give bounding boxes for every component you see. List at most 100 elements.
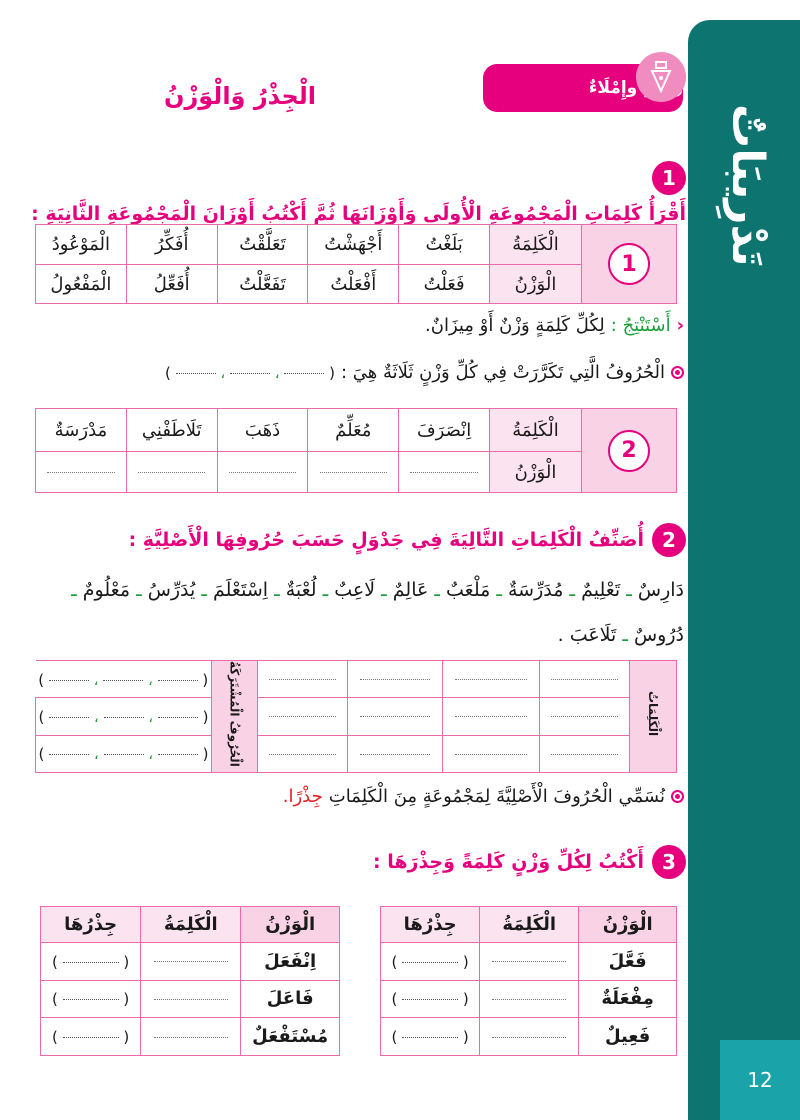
word-item: يُدَرِّسُ	[147, 579, 196, 601]
word-separator: ـ	[626, 579, 632, 601]
page-number: 12	[720, 1040, 800, 1120]
bullet-icon	[671, 790, 684, 803]
word-item: تَعْلِيمٌ	[581, 579, 621, 601]
word-separator: ـ	[201, 579, 207, 601]
weight-cell: مُسْتَفْعَلٌ	[240, 1017, 340, 1056]
word-input[interactable]	[479, 979, 580, 1019]
word-label: الْكَلِمَةُ	[489, 408, 582, 452]
word-input[interactable]	[539, 659, 630, 699]
weight-input[interactable]	[35, 451, 127, 493]
root-input[interactable]: ( )	[39, 979, 142, 1019]
word-separator: ـ	[322, 579, 329, 601]
word-input[interactable]	[257, 734, 348, 774]
word-cell: مُعَلِّمٌ	[307, 408, 400, 452]
weights-table-left: الْوَزْنُ الْكَلِمَةُ جِذْرُهَا اِنْفَعَلَ (…	[39, 906, 340, 1056]
column-header: الْكَلِمَةُ	[140, 906, 242, 943]
word-input[interactable]	[140, 942, 242, 981]
word-separator: ـ	[434, 579, 440, 601]
word-separator: ـ	[381, 579, 387, 601]
word-separator: ـ	[622, 624, 628, 646]
word-input[interactable]	[140, 979, 242, 1019]
root-input[interactable]: ( ، ، )	[35, 697, 212, 736]
word-input[interactable]	[257, 697, 348, 736]
word-input[interactable]	[442, 697, 540, 736]
root-input[interactable]: ( ، ، )	[35, 734, 212, 774]
weight-input[interactable]	[307, 451, 400, 493]
question-text: أُصَنِّفُ الْكَلِمَاتِ التَّالِيَةَ فِي …	[128, 529, 644, 551]
question-number: 1	[652, 161, 686, 195]
group-1-table: 1 الْكَلِمَةُ بَلَغْتُ أَجْهَشْتُ تَعَلَ…	[35, 224, 677, 304]
word-item: تَلَاعَبَ	[569, 624, 617, 646]
column-header: جِذْرُهَا	[379, 906, 481, 943]
weight-cell: فَعَلْتُ	[398, 264, 490, 304]
bullet-icon	[671, 366, 684, 379]
word-cell: أُفَكِّرُ	[125, 224, 218, 265]
weight-input[interactable]	[125, 451, 218, 493]
group-2-table: 2 الْكَلِمَةُ اِنْصَرَفَ مُعَلِّمٌ ذَهَب…	[35, 408, 677, 493]
word-input[interactable]	[539, 734, 630, 774]
word-input[interactable]	[442, 734, 540, 774]
weights-table-right: الْوَزْنُ الْكَلِمَةُ جِذْرُهَا فَعَّلَ ( ) م…	[379, 906, 677, 1056]
root-input[interactable]: ( )	[379, 942, 481, 981]
words-label: الْكَلِمَاتُ	[646, 691, 660, 737]
word-cell: الْمَوْعُودُ	[35, 224, 127, 265]
weight-cell: فَاعَلَ	[240, 979, 340, 1019]
column-header: جِذْرُهَا	[39, 906, 142, 943]
repeated-letters-blanks[interactable]: ( ، ، )	[164, 363, 336, 382]
weight-cell: الْمَفْعُولُ	[35, 264, 127, 304]
word-separator: ـ	[136, 579, 142, 601]
word-item: دُرُوسٌ	[633, 624, 684, 646]
root-input[interactable]: ( )	[379, 979, 481, 1019]
word-cell: مَدْرَسَةٌ	[35, 408, 127, 452]
question-1: 1 أَقْرَأُ كَلِمَاتِ الْمَجْمُوعَةِ الْأ…	[30, 161, 686, 225]
word-separator: ـ	[569, 579, 576, 601]
column-header: الْوَزْنُ	[240, 906, 340, 943]
word-separator: ـ	[71, 579, 77, 601]
word-list: دَارِسٌ ـ تَعْلِيمٌ ـ مُدَرِّسَةٌ ـ مَلْ…	[30, 568, 684, 658]
group-number-cell: 2	[581, 408, 677, 493]
weight-input[interactable]	[398, 451, 490, 493]
weight-input[interactable]	[216, 451, 309, 493]
word-input[interactable]	[347, 734, 443, 774]
side-band	[688, 20, 800, 1120]
question-text: أَكْتُبُ لِكُلِّ وَزْنٍ كَلِمَةً وَجِذْر…	[372, 851, 644, 873]
word-input[interactable]	[140, 1017, 242, 1056]
root-note-highlight: جِذْرًا.	[282, 786, 323, 807]
conclusion-line: ‹ أَسْتَنْتِجُ : لِكُلِّ كَلِمَةٍ وَزْنٌ…	[30, 315, 684, 336]
word-input[interactable]	[479, 942, 580, 981]
word-item: دَارِسٌ	[637, 579, 684, 601]
weight-cell: اِنْفَعَلَ	[240, 942, 340, 981]
side-band-title-text: تَدْرِيبَاتٌ	[722, 103, 774, 267]
group-number: 1	[608, 243, 650, 285]
root-input[interactable]: ( )	[39, 1017, 142, 1056]
shared-letters-label-cell: الْحُرُوفُ الْمُشْتَرَكَةُ	[211, 660, 258, 773]
word-input[interactable]	[347, 659, 443, 699]
word-separator: ـ	[496, 579, 502, 601]
weight-cell: أُفَعِّلُ	[125, 264, 218, 304]
weight-cell: فَعِيلٌ	[578, 1017, 677, 1056]
word-cell: ذَهَبَ	[216, 408, 309, 452]
word-input[interactable]	[347, 697, 443, 736]
weight-cell: فَعَّلَ	[578, 942, 677, 981]
root-input[interactable]: ( ، ، )	[35, 659, 212, 698]
word-item: عَالِمٌ	[392, 579, 429, 601]
question-2: 2 أُصَنِّفُ الْكَلِمَاتِ التَّالِيَةَ فِ…	[30, 523, 686, 557]
pen-nib-icon	[636, 52, 686, 102]
weight-label: الْوَزْنُ	[489, 264, 582, 304]
shared-letters-label: الْحُرُوفُ الْمُشْتَرَكَةُ	[227, 661, 242, 767]
word-item: لَاعِبٌ	[334, 579, 376, 601]
word-cell: تَلَاطَفْنِي	[125, 408, 218, 452]
root-input[interactable]: ( )	[39, 942, 142, 981]
word-cell: أَجْهَشْتُ	[307, 224, 400, 265]
word-input[interactable]	[479, 1017, 580, 1056]
root-input[interactable]: ( )	[379, 1017, 481, 1056]
side-band-title: تَدْرِيبَاتٌ	[700, 50, 795, 320]
word-cell: بَلَغْتُ	[398, 224, 490, 265]
word-input[interactable]	[539, 697, 630, 736]
word-item: اِسْتَعْلَمَ	[213, 579, 269, 601]
word-input[interactable]	[442, 659, 540, 699]
word-input[interactable]	[257, 659, 348, 699]
words-label-cell: الْكَلِمَاتُ	[629, 660, 677, 773]
word-cell: تَعَلَّقْتُ	[216, 224, 309, 265]
group-number: 2	[608, 429, 650, 472]
